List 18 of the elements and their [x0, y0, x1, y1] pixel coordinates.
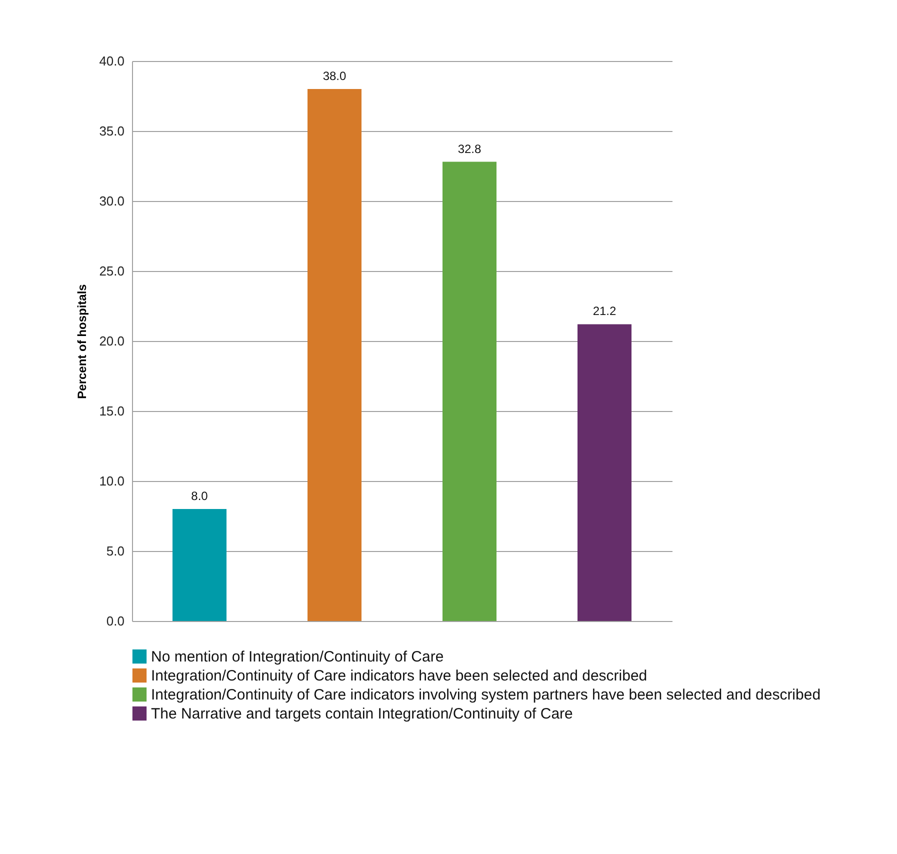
legend-label: Integration/Continuity of Care indicators have been selected and described — [151, 668, 648, 684]
legend-label: No mention of Integration/Continuity of Care — [151, 648, 444, 666]
data-label: 8.0 — [191, 489, 208, 503]
y-tick-label: 30.0 — [99, 194, 124, 208]
legend-label: The Narrative and targets contain Integration/Continuity of Care — [151, 706, 573, 722]
y-tick-label: 5.0 — [106, 544, 124, 558]
y-tick-label: 35.0 — [99, 124, 124, 138]
y-tick-label: 0.0 — [106, 614, 124, 628]
data-label: 32.8 — [458, 142, 482, 156]
y-tick-label: 20.0 — [99, 334, 124, 348]
data-label: 38.0 — [322, 69, 346, 83]
y-axis-title: Percent of hospitals — [75, 284, 90, 399]
legend-label: Integration/Continuity of Care indicators involving system partners have been selected and described — [151, 686, 821, 704]
y-tick-label: 25.0 — [99, 264, 124, 278]
y-tick-label: 40.0 — [99, 54, 124, 68]
y-tick-label: 10.0 — [99, 474, 124, 488]
y-tick-label: 15.0 — [99, 404, 124, 418]
data-label: 21.2 — [592, 304, 616, 318]
